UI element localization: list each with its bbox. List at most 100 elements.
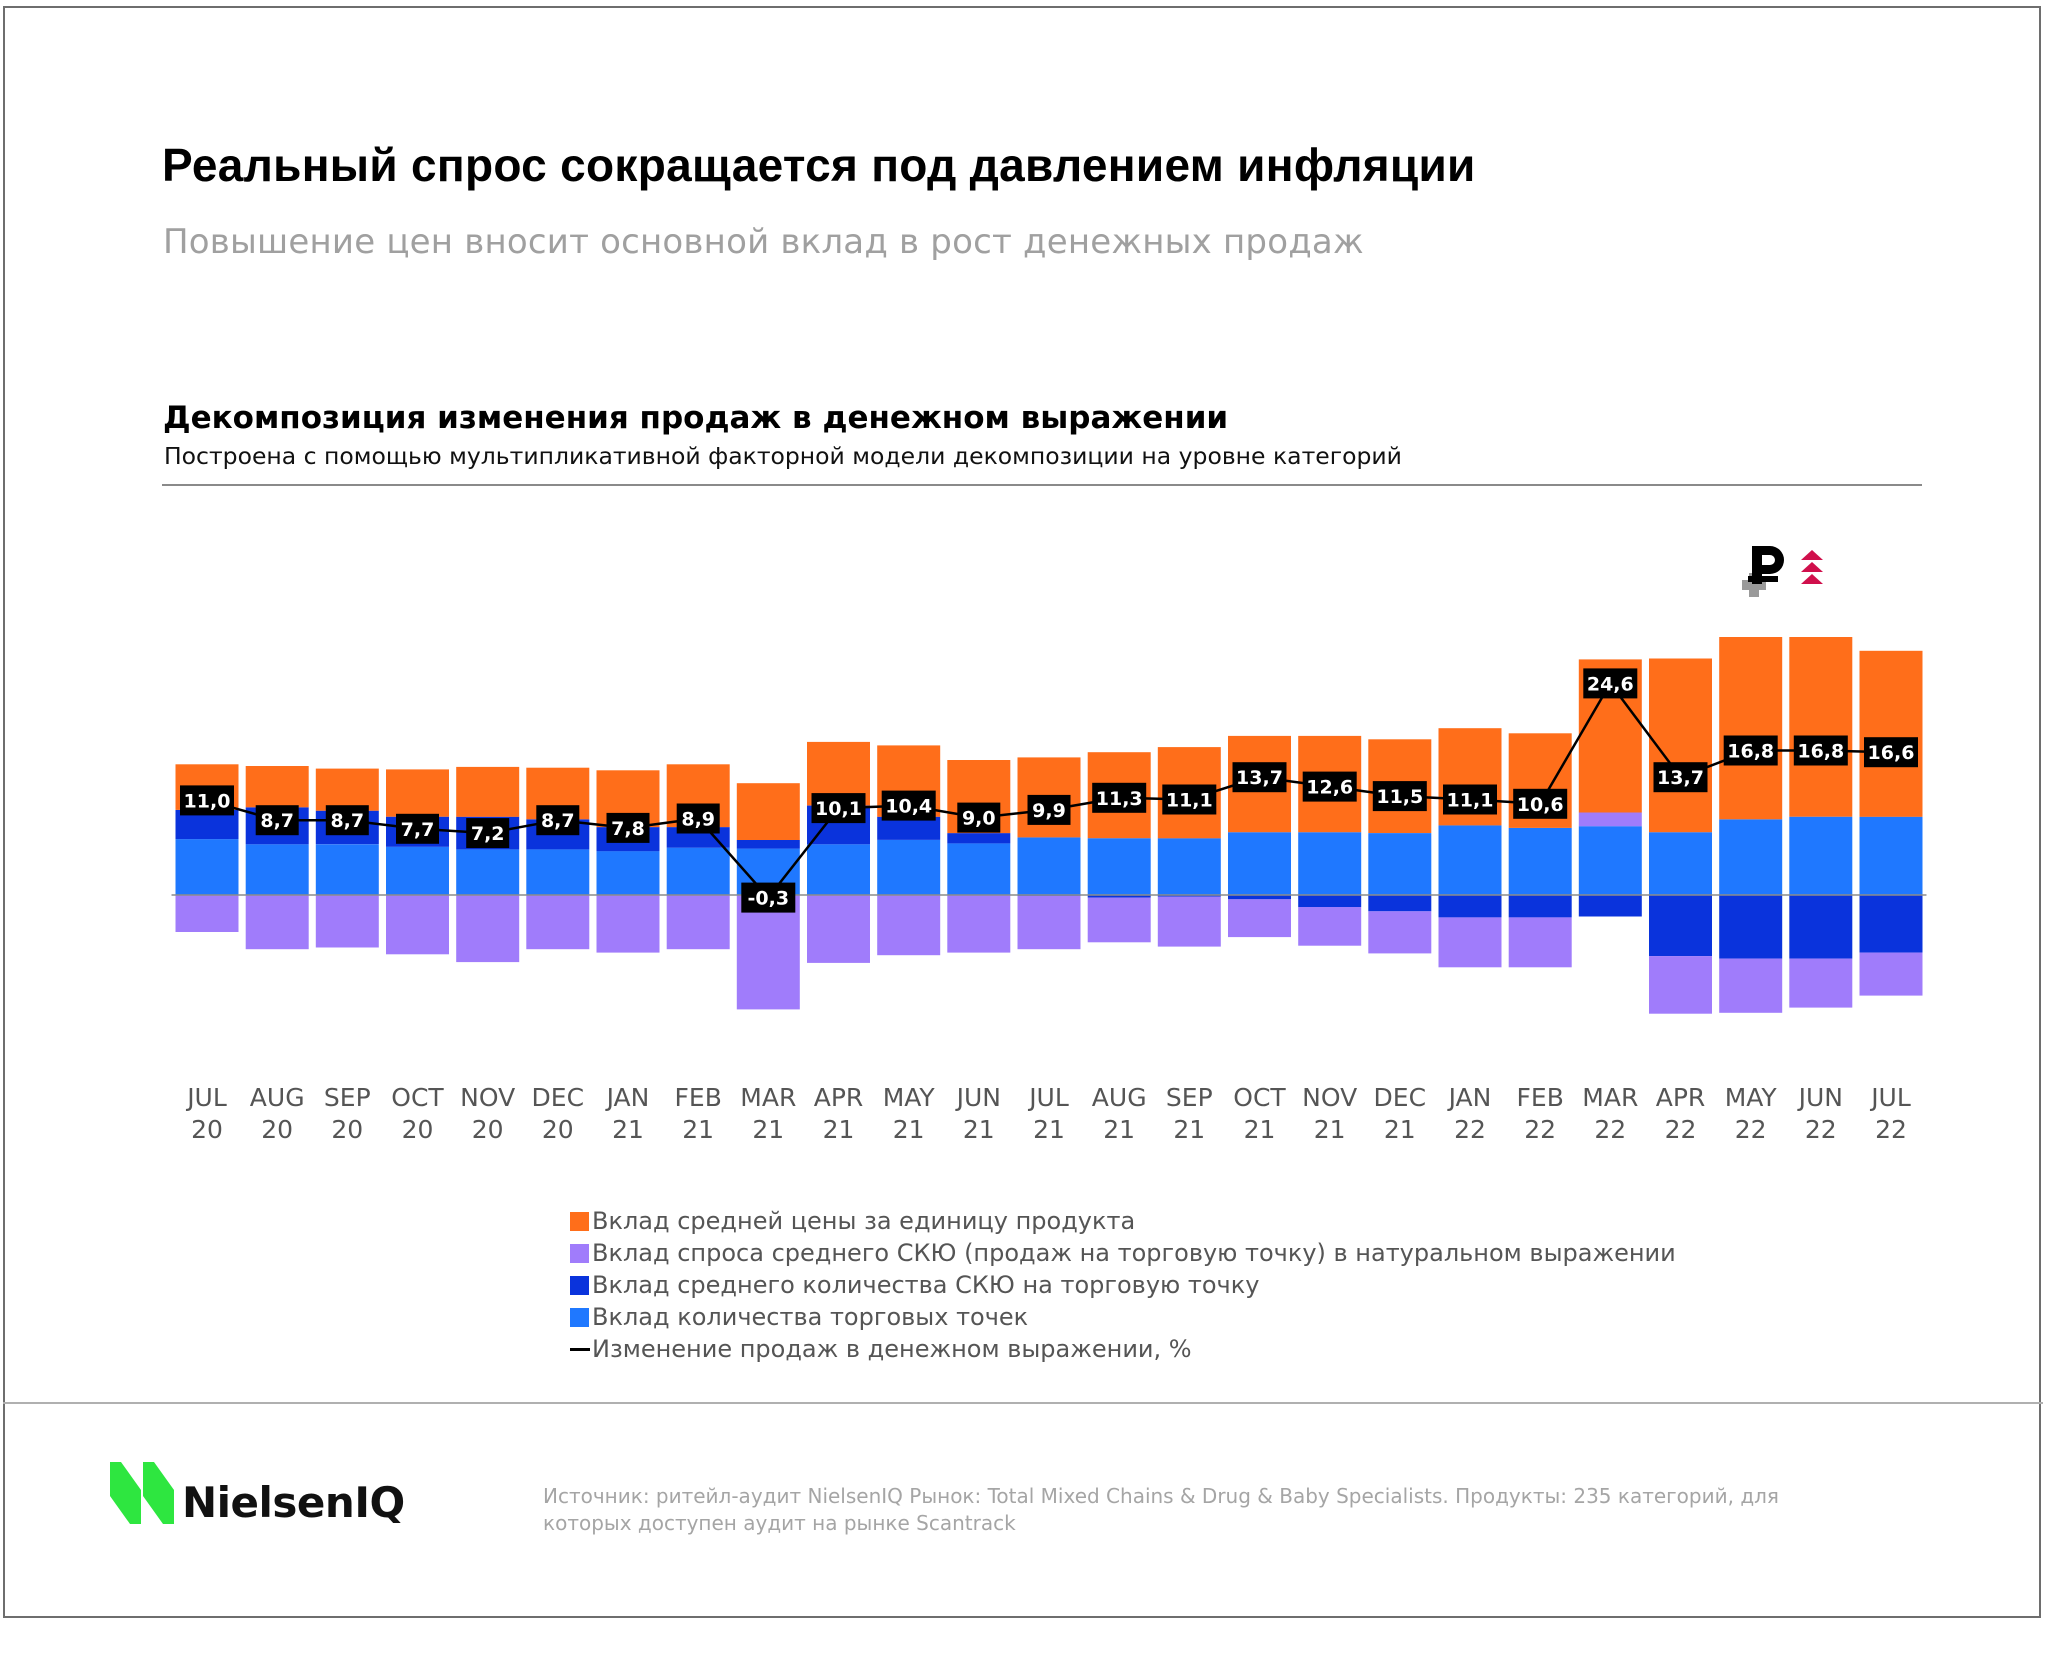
value-label-text: 16,8: [1727, 741, 1774, 763]
legend-label-sales-change: Изменение продаж в денежном выражении, %: [592, 1335, 1192, 1363]
bar-segment-sku_count: [877, 816, 941, 840]
bar-segment-demand: [526, 895, 590, 950]
x-tick-year: 22: [1735, 1115, 1767, 1144]
bar-segment-demand: [807, 895, 870, 963]
value-label-text: 7,8: [611, 818, 645, 840]
bar-segment-stores: [1508, 827, 1572, 895]
x-tick-month: FEB: [675, 1083, 722, 1112]
x-tick-month: APR: [814, 1083, 864, 1112]
legend-swatch-price: [570, 1211, 589, 1231]
bar-segment-demand: [1789, 958, 1853, 1008]
value-label-background: [1372, 781, 1427, 812]
value-labels-layer: 11,0 8,7 8,7 7,7 7,2 8,7 7,8 8,9 -0,3 10,1 10,4 9,0…: [180, 668, 1918, 913]
footer-divider: [3, 1402, 2043, 1404]
bar-segment-price: [245, 766, 309, 808]
value-label: 13,7: [1653, 762, 1708, 793]
bar-segment-sku_count: [1368, 895, 1432, 912]
bar-segment-price: [315, 768, 379, 811]
value-label-text: 13,7: [1236, 767, 1283, 789]
bar-segment-demand: [1578, 812, 1642, 827]
x-tick-year: 22: [1454, 1115, 1486, 1144]
bar-segment-stores: [386, 846, 449, 895]
value-label: 16,8: [1793, 735, 1848, 766]
legend-label-sku-count: Вклад среднего количества СКЮ на торгову…: [592, 1271, 1260, 1299]
bar-segment-demand: [1649, 956, 1712, 1014]
value-label: 13,7: [1232, 762, 1287, 793]
x-tick-year: 21: [893, 1115, 925, 1144]
bar-segment-sku_count: [1298, 895, 1362, 907]
bar-segment-demand: [947, 895, 1011, 953]
bar-segment-sku_count: [1508, 895, 1572, 918]
bar-segment-stores: [1087, 838, 1151, 895]
bar-segment-price: [736, 783, 800, 840]
x-tick-year: 21: [1173, 1115, 1205, 1144]
x-tick-year: 21: [612, 1115, 644, 1144]
value-label: 9,9: [1027, 794, 1071, 825]
x-tick-month: MAY: [883, 1083, 936, 1112]
bar-segment-sku_count: [1087, 895, 1151, 898]
x-tick-month: SEP: [324, 1083, 371, 1112]
value-label-text: 12,6: [1306, 777, 1353, 799]
bar-segment-demand: [1017, 895, 1081, 950]
value-label-background: [1162, 784, 1217, 815]
value-label: 11,3: [1092, 782, 1147, 813]
x-tick-month: JUN: [955, 1083, 1001, 1112]
x-tick-year: 20: [331, 1115, 363, 1144]
bar-segment-stores: [596, 851, 660, 895]
value-label: 11,0: [180, 785, 234, 816]
logo-text: NielsenIQ: [182, 1478, 405, 1527]
value-label-background: [325, 805, 369, 836]
bar-segment-stores: [456, 849, 520, 895]
x-tick-year: 22: [1805, 1115, 1837, 1144]
bar-segment-sku_count: [1157, 895, 1221, 897]
bar-segment-demand: [245, 895, 309, 950]
bar-segment-demand: [1859, 952, 1923, 996]
chart-subtitle: Построена с помощью мультипликативной фа…: [164, 442, 1402, 470]
x-tick-year: 21: [682, 1115, 714, 1144]
x-tick-month: SEP: [1166, 1083, 1213, 1112]
bar-segment-stores: [877, 840, 941, 895]
x-tick-month: JUL: [1027, 1083, 1069, 1112]
value-label-background: [1092, 782, 1147, 813]
bar-segment-demand: [736, 895, 800, 1010]
value-label: 8,7: [255, 805, 299, 836]
x-tick-month: OCT: [1233, 1083, 1286, 1112]
value-label-background: [881, 790, 936, 821]
value-label-text: 8,9: [681, 809, 715, 831]
x-tick-year: 22: [1594, 1115, 1626, 1144]
value-label: 11,5: [1372, 781, 1427, 812]
value-label-text: 9,0: [962, 808, 996, 830]
legend-label-stores: Вклад количества торговых точек: [592, 1303, 1029, 1331]
x-tick-year: 21: [1244, 1115, 1276, 1144]
nielseniq-logo-mark-icon: [110, 1462, 174, 1524]
value-label-text: 11,0: [184, 790, 231, 812]
bar-segment-stores: [1719, 819, 1783, 895]
x-tick-year: 20: [402, 1115, 434, 1144]
bar-segment-sku_count: [1719, 895, 1783, 959]
legend-item-sales-change: Изменение продаж в денежном выражении, %: [570, 1333, 1676, 1365]
bar-segment-stores: [807, 844, 870, 895]
bar-segment-sku_count: [1789, 895, 1853, 959]
bar-segment-stores: [315, 844, 379, 895]
x-tick-month: APR: [1656, 1083, 1706, 1112]
bar-segment-stores: [1228, 832, 1291, 895]
value-label: 7,7: [396, 813, 439, 844]
bar-segment-stores: [1789, 816, 1853, 895]
bar-segment-demand: [386, 895, 449, 955]
x-tick-year: 21: [752, 1115, 784, 1144]
value-label-text: 8,7: [541, 810, 575, 832]
value-label-text: 11,5: [1376, 786, 1423, 808]
bar-segment-stores: [1368, 833, 1432, 895]
page-subtitle: Повышение цен вносит основной вклад в ро…: [163, 222, 1364, 262]
x-tick-year: 20: [191, 1115, 223, 1144]
value-label-text: 10,6: [1517, 794, 1564, 816]
value-label: -0,3: [741, 882, 796, 913]
bar-segment-demand: [596, 895, 660, 953]
x-tick-month: JUN: [1797, 1083, 1843, 1112]
value-label: 24,6: [1583, 668, 1638, 699]
bar-segment-demand: [175, 895, 239, 932]
x-tick-year: 20: [472, 1115, 504, 1144]
value-label-text: 8,7: [330, 810, 364, 832]
x-tick-month: AUG: [1092, 1083, 1147, 1112]
bar-segment-price: [456, 766, 520, 817]
